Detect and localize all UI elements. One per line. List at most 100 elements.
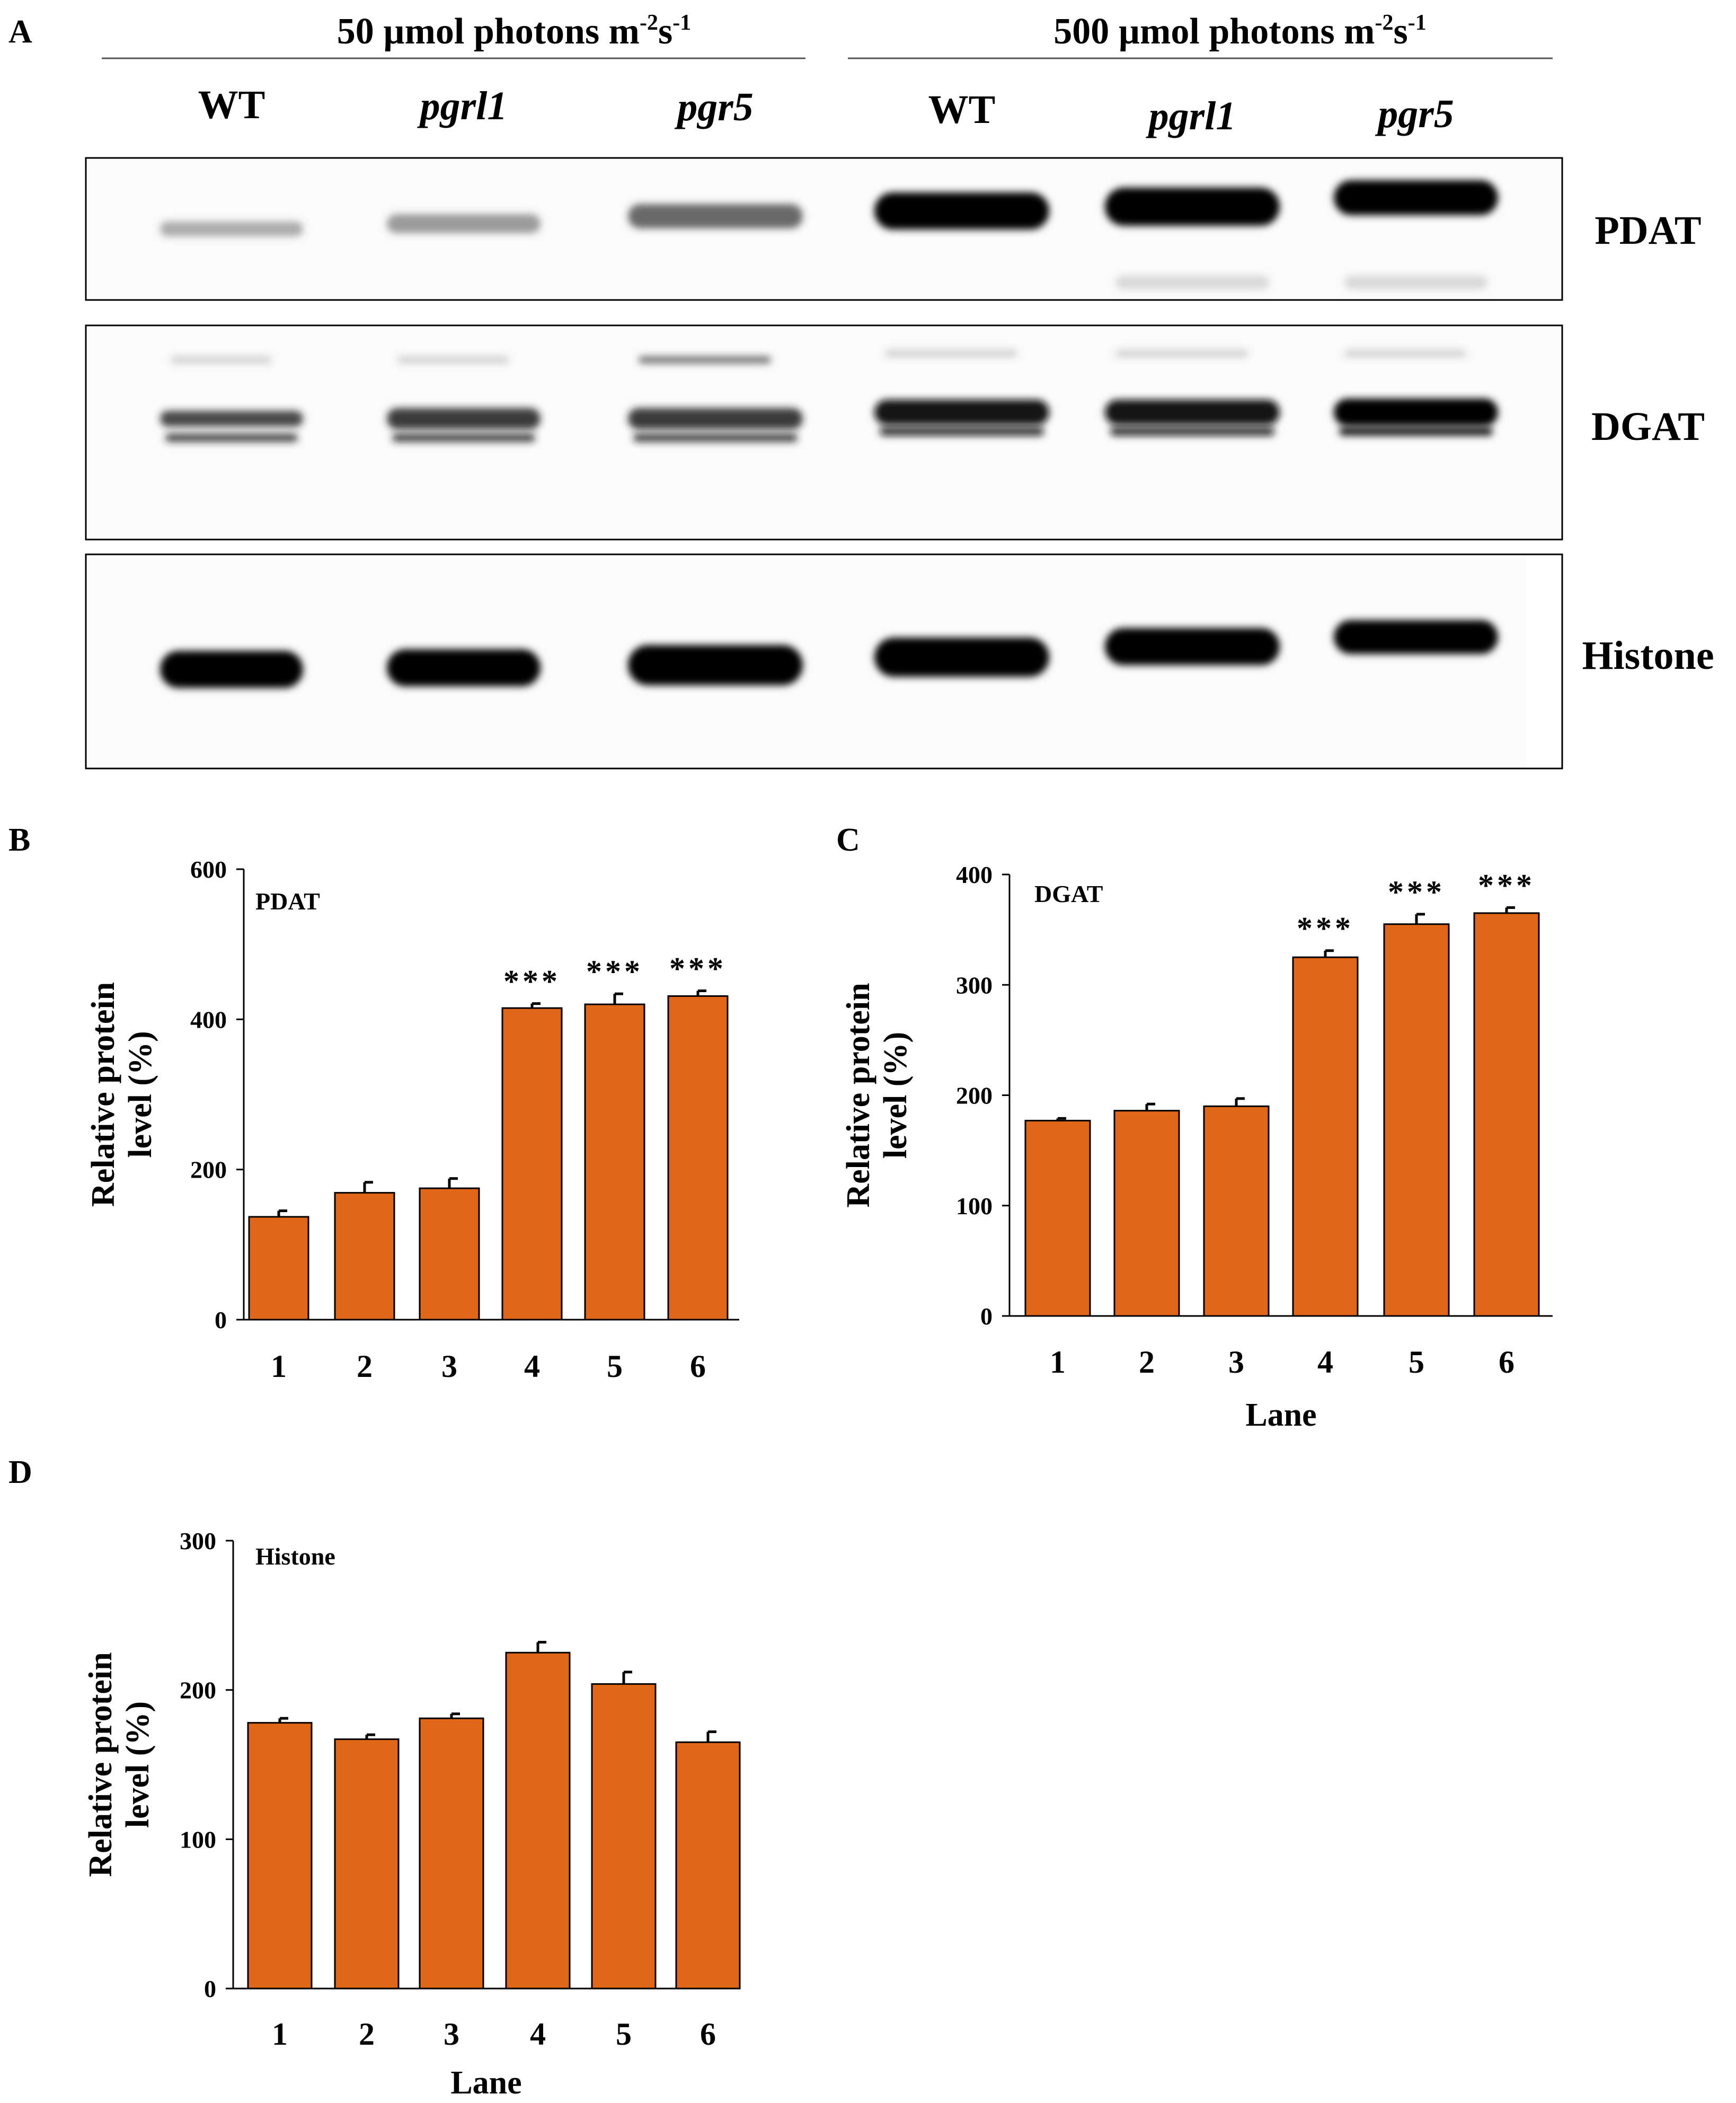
y-tick-label: 200 — [180, 1677, 216, 1704]
blot-band-faint — [397, 356, 509, 364]
x-tick-label: 6 — [1499, 1345, 1514, 1380]
condition-text: 500 µmol photons m — [1053, 11, 1375, 52]
lane-label-1: WT — [198, 83, 265, 127]
condition-label-1: 50 µmol photons m-2s-1 — [337, 11, 692, 52]
x-tick-label: 4 — [530, 2017, 546, 2052]
bar — [675, 1741, 741, 1990]
y-tick-label: 100 — [180, 1826, 216, 1853]
bar — [419, 1717, 484, 1990]
x-tick-label: 6 — [690, 1349, 706, 1384]
x-tick-label: 6 — [700, 2017, 716, 2052]
blot-frame — [85, 324, 1563, 541]
blot-band — [387, 408, 541, 429]
x-axis-label: Lane — [450, 2065, 521, 2101]
x-tick-label: 5 — [1409, 1345, 1424, 1380]
chart-inner-label: Histone — [255, 1543, 335, 1570]
blot-band — [1105, 628, 1280, 665]
x-tick-label: 4 — [1317, 1345, 1333, 1380]
blot-band — [1334, 180, 1498, 215]
bar — [501, 1007, 563, 1321]
blot-band-faint — [1344, 276, 1487, 289]
blot-band — [628, 408, 803, 429]
protein-label-histone: Histone — [1582, 633, 1714, 678]
western-blot: A 50 µmol photons m-2s-1 500 µmol photons … — [8, 11, 1714, 770]
bar — [419, 1187, 480, 1321]
lane-label-2: pgrl1 — [417, 84, 508, 128]
x-tick-label: 3 — [441, 1349, 457, 1384]
blot-band-faint — [1115, 276, 1269, 289]
y-axis-label-line: level (%) — [122, 1031, 158, 1157]
lane-label-4: WT — [928, 87, 996, 132]
blot-band — [1105, 400, 1280, 425]
blot-band — [160, 222, 303, 236]
y-tick-label: 400 — [190, 1006, 227, 1033]
chart-panel-b: B 0 200 400 600 Relative proteinlevel (%) PDAT… — [8, 822, 739, 1384]
blot-band-lower — [1339, 427, 1493, 436]
y-axis-label-line: Relative protein — [85, 982, 121, 1207]
significance-marker: *** — [669, 951, 727, 986]
lane-label-3: pgr5 — [674, 85, 754, 129]
blot-band-lower — [633, 434, 798, 442]
x-tick-label: 1 — [1050, 1345, 1066, 1380]
y-tick-label: 0 — [204, 1975, 216, 2002]
chart-inner-label: DGAT — [1034, 880, 1103, 907]
x-tick-label: 4 — [524, 1349, 540, 1384]
y-tick-label: 200 — [190, 1156, 227, 1183]
x-tick-label: 3 — [1228, 1345, 1244, 1380]
blot-band — [874, 192, 1049, 229]
blot-band-lower — [880, 427, 1044, 436]
blot-band-faint — [639, 356, 771, 364]
y-axis-label: Relative proteinlevel (%) — [840, 983, 914, 1207]
panel-letter-c: C — [836, 822, 860, 858]
condition-text: 50 µmol photons m — [337, 11, 640, 52]
y-axis-label-line: level (%) — [120, 1701, 156, 1828]
bar — [591, 1683, 657, 1990]
significance-marker: *** — [1297, 911, 1354, 946]
blot-band — [874, 400, 1049, 425]
y-axis-label: Relative proteinlevel (%) — [83, 1652, 156, 1877]
y-tick-label: 0 — [980, 1303, 993, 1330]
significance-marker: *** — [1388, 874, 1445, 909]
y-axis-label-line: Relative protein — [840, 983, 876, 1207]
y-tick-label: 200 — [956, 1082, 993, 1109]
x-axis-label: Lane — [1245, 1397, 1316, 1433]
y-tick-label: 400 — [956, 861, 993, 888]
x-tick-label: 5 — [607, 1349, 623, 1384]
chart-panel-d: D 0 100 200 300 Relative proteinlevel (%) Hist… — [8, 1454, 741, 2101]
blot-band — [387, 214, 541, 233]
bar — [1383, 923, 1450, 1317]
bar — [334, 1738, 400, 1990]
bar — [505, 1651, 571, 1990]
condition-label-2: 500 µmol photons m-2s-1 — [1053, 11, 1427, 52]
blot-band-lower — [392, 434, 535, 442]
y-axis-label-line: level (%) — [878, 1032, 914, 1159]
blot-frame — [85, 553, 1563, 770]
y-tick-label: 100 — [956, 1192, 993, 1220]
blot-band — [1105, 188, 1280, 226]
y-axis-label: Relative proteinlevel (%) — [85, 982, 158, 1207]
blot-band-lower — [165, 434, 298, 442]
bar — [584, 1003, 645, 1321]
panel-letter-d: D — [8, 1454, 32, 1490]
superscript: -1 — [1408, 11, 1427, 35]
x-tick-label: 2 — [357, 1349, 373, 1384]
blot-band-faint — [1344, 350, 1466, 357]
significance-marker: *** — [1478, 868, 1535, 903]
lane-label-6: pgr5 — [1375, 92, 1454, 136]
blot-band-faint — [171, 356, 271, 364]
y-tick-label: 300 — [180, 1527, 216, 1554]
bar — [667, 995, 729, 1321]
blot-row-histone — [85, 553, 1563, 770]
bar — [1203, 1105, 1270, 1317]
chart-inner-label: PDAT — [255, 888, 320, 915]
x-tick-label: 5 — [616, 2017, 632, 2052]
y-tick-label: 0 — [215, 1306, 227, 1333]
x-tick-label: 1 — [271, 1349, 287, 1384]
blot-band — [628, 645, 803, 685]
blot-band-faint — [1115, 350, 1248, 357]
superscript: -1 — [672, 11, 691, 35]
bar — [334, 1192, 395, 1321]
panel-letter-a: A — [8, 14, 32, 50]
y-tick-label: 300 — [956, 971, 993, 999]
